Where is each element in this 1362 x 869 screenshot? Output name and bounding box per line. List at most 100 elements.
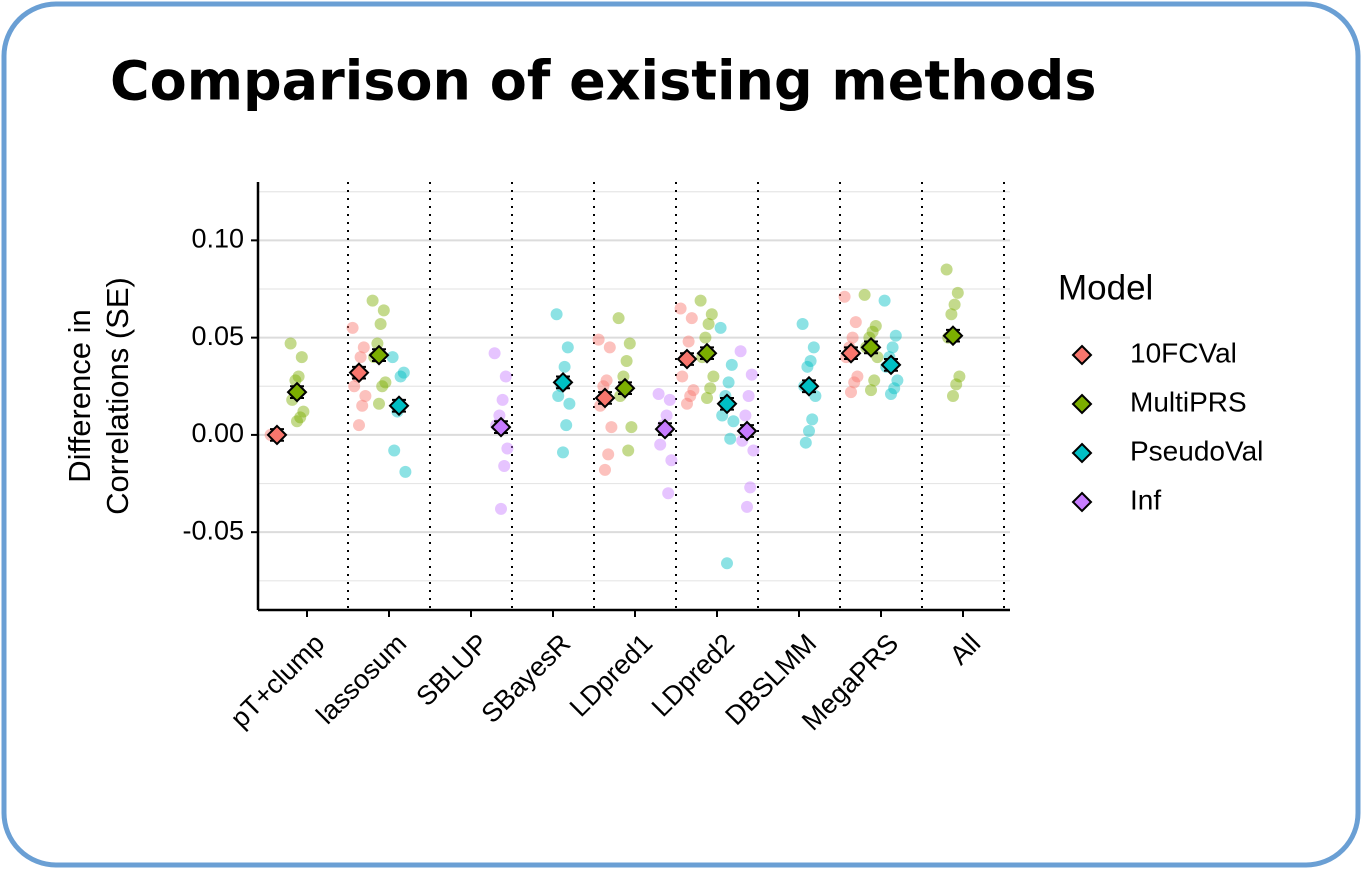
- data-point: [356, 399, 369, 412]
- data-point: [605, 421, 618, 434]
- data-point: [674, 302, 687, 315]
- data-point: [687, 384, 700, 397]
- data-point: [399, 465, 412, 478]
- data-point: [739, 409, 752, 422]
- data-point: [676, 370, 689, 383]
- data-point: [684, 390, 697, 402]
- data-point: [799, 436, 812, 449]
- data-point: [374, 318, 387, 331]
- data-point: [866, 325, 879, 338]
- data-point: [654, 438, 667, 451]
- data-point: [291, 415, 303, 428]
- mean-marker: [490, 416, 512, 438]
- data-point: [947, 390, 959, 402]
- data-point: [848, 376, 861, 389]
- mean-marker: [860, 336, 882, 358]
- mean-marker: [286, 381, 308, 403]
- data-point: [868, 374, 881, 387]
- mean-marker: [736, 420, 758, 442]
- data-point: [499, 370, 512, 383]
- legend-label: MultiPRS: [1130, 386, 1247, 417]
- mean-marker: [840, 342, 862, 364]
- data-point: [379, 376, 392, 389]
- data-point: [885, 388, 897, 401]
- mean-marker: [594, 387, 616, 409]
- data-point: [888, 382, 901, 395]
- legend-label: PseudoVal: [1130, 435, 1263, 466]
- slide-title: Comparison of existing methods: [110, 50, 1096, 113]
- data-point: [845, 386, 857, 399]
- data-point: [681, 397, 693, 410]
- mean-marker: [348, 362, 370, 384]
- mean-marker: [798, 375, 820, 397]
- mean-marker: [880, 354, 902, 376]
- data-point: [806, 413, 819, 426]
- data-point: [346, 321, 359, 334]
- data-point: [498, 460, 511, 473]
- data-point: [599, 463, 611, 476]
- data-point: [377, 304, 390, 317]
- data-point: [724, 432, 737, 445]
- data-point: [705, 308, 718, 321]
- data-point: [563, 397, 576, 410]
- data-point: [878, 294, 891, 307]
- mean-marker: [942, 325, 964, 347]
- data-point: [945, 308, 958, 321]
- data-point: [348, 380, 361, 393]
- mean-marker: [654, 418, 676, 440]
- data-point: [891, 374, 904, 387]
- data-point: [716, 409, 729, 422]
- y-tick-label: 0.10: [191, 223, 244, 253]
- legend-label: 10FCVal: [1130, 337, 1237, 368]
- data-point: [940, 263, 953, 276]
- data-point: [353, 419, 365, 432]
- data-point: [846, 331, 859, 344]
- data-point: [682, 335, 695, 348]
- data-point: [357, 341, 370, 354]
- data-point: [744, 481, 757, 494]
- data-point: [838, 290, 851, 303]
- data-point: [376, 380, 389, 393]
- data-point: [734, 345, 747, 358]
- data-point: [600, 374, 613, 387]
- legend-label: Inf: [1130, 484, 1161, 515]
- data-point: [699, 331, 712, 344]
- data-point: [745, 368, 758, 381]
- data-point: [388, 444, 401, 457]
- data-point: [727, 415, 740, 428]
- data-point: [294, 411, 307, 424]
- data-point: [948, 298, 961, 311]
- data-point: [702, 318, 715, 331]
- data-point: [869, 319, 882, 332]
- data-point: [295, 351, 308, 364]
- data-point: [622, 444, 635, 457]
- data-point: [694, 294, 707, 307]
- data-point: [889, 329, 902, 342]
- data-point: [602, 448, 615, 461]
- data-point: [796, 318, 809, 331]
- data-point: [292, 370, 305, 383]
- data-point: [397, 366, 410, 379]
- data-point: [652, 388, 665, 401]
- data-point: [747, 444, 760, 457]
- data-point: [722, 376, 735, 389]
- mean-marker: [552, 371, 574, 393]
- data-point: [714, 321, 727, 334]
- data-point: [394, 370, 407, 383]
- data-point: [359, 390, 372, 402]
- data-point: [488, 347, 501, 360]
- data-point: [620, 354, 633, 367]
- data-point: [741, 500, 753, 513]
- data-point: [354, 351, 367, 364]
- data-point: [665, 454, 678, 467]
- data-point: [660, 409, 673, 422]
- mean-marker: [696, 342, 718, 364]
- data-point: [804, 354, 817, 367]
- data-point: [496, 393, 509, 406]
- data-point: [495, 502, 507, 515]
- data-point: [801, 360, 814, 373]
- data-point: [612, 312, 625, 325]
- data-point: [501, 442, 514, 455]
- data-point: [953, 370, 966, 383]
- mean-marker: [614, 377, 636, 399]
